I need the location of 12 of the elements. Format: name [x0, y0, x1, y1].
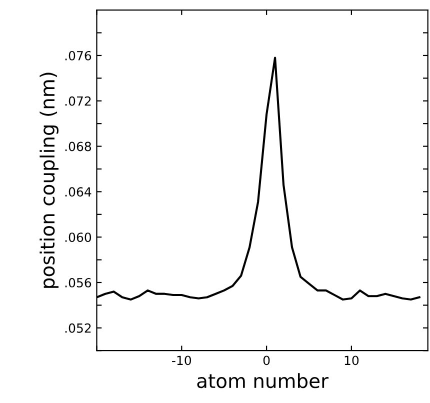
y-tick-label: .056	[65, 278, 92, 288]
x-tick-label: 10	[344, 356, 359, 366]
x-tick-label: 0	[263, 356, 270, 366]
y-tick-label: .072	[65, 96, 91, 106]
y-tick-label: .076	[65, 50, 92, 60]
y-tick-label: .064	[65, 187, 92, 197]
y-axis-title: position coupling (nm)	[40, 72, 58, 288]
y-tick-label: .068	[65, 142, 92, 152]
y-tick-label: .060	[65, 232, 92, 242]
y-tick-label: .052	[65, 323, 91, 333]
x-axis-title: atom number	[197, 373, 329, 388]
x-tick-label: -10	[172, 356, 192, 366]
